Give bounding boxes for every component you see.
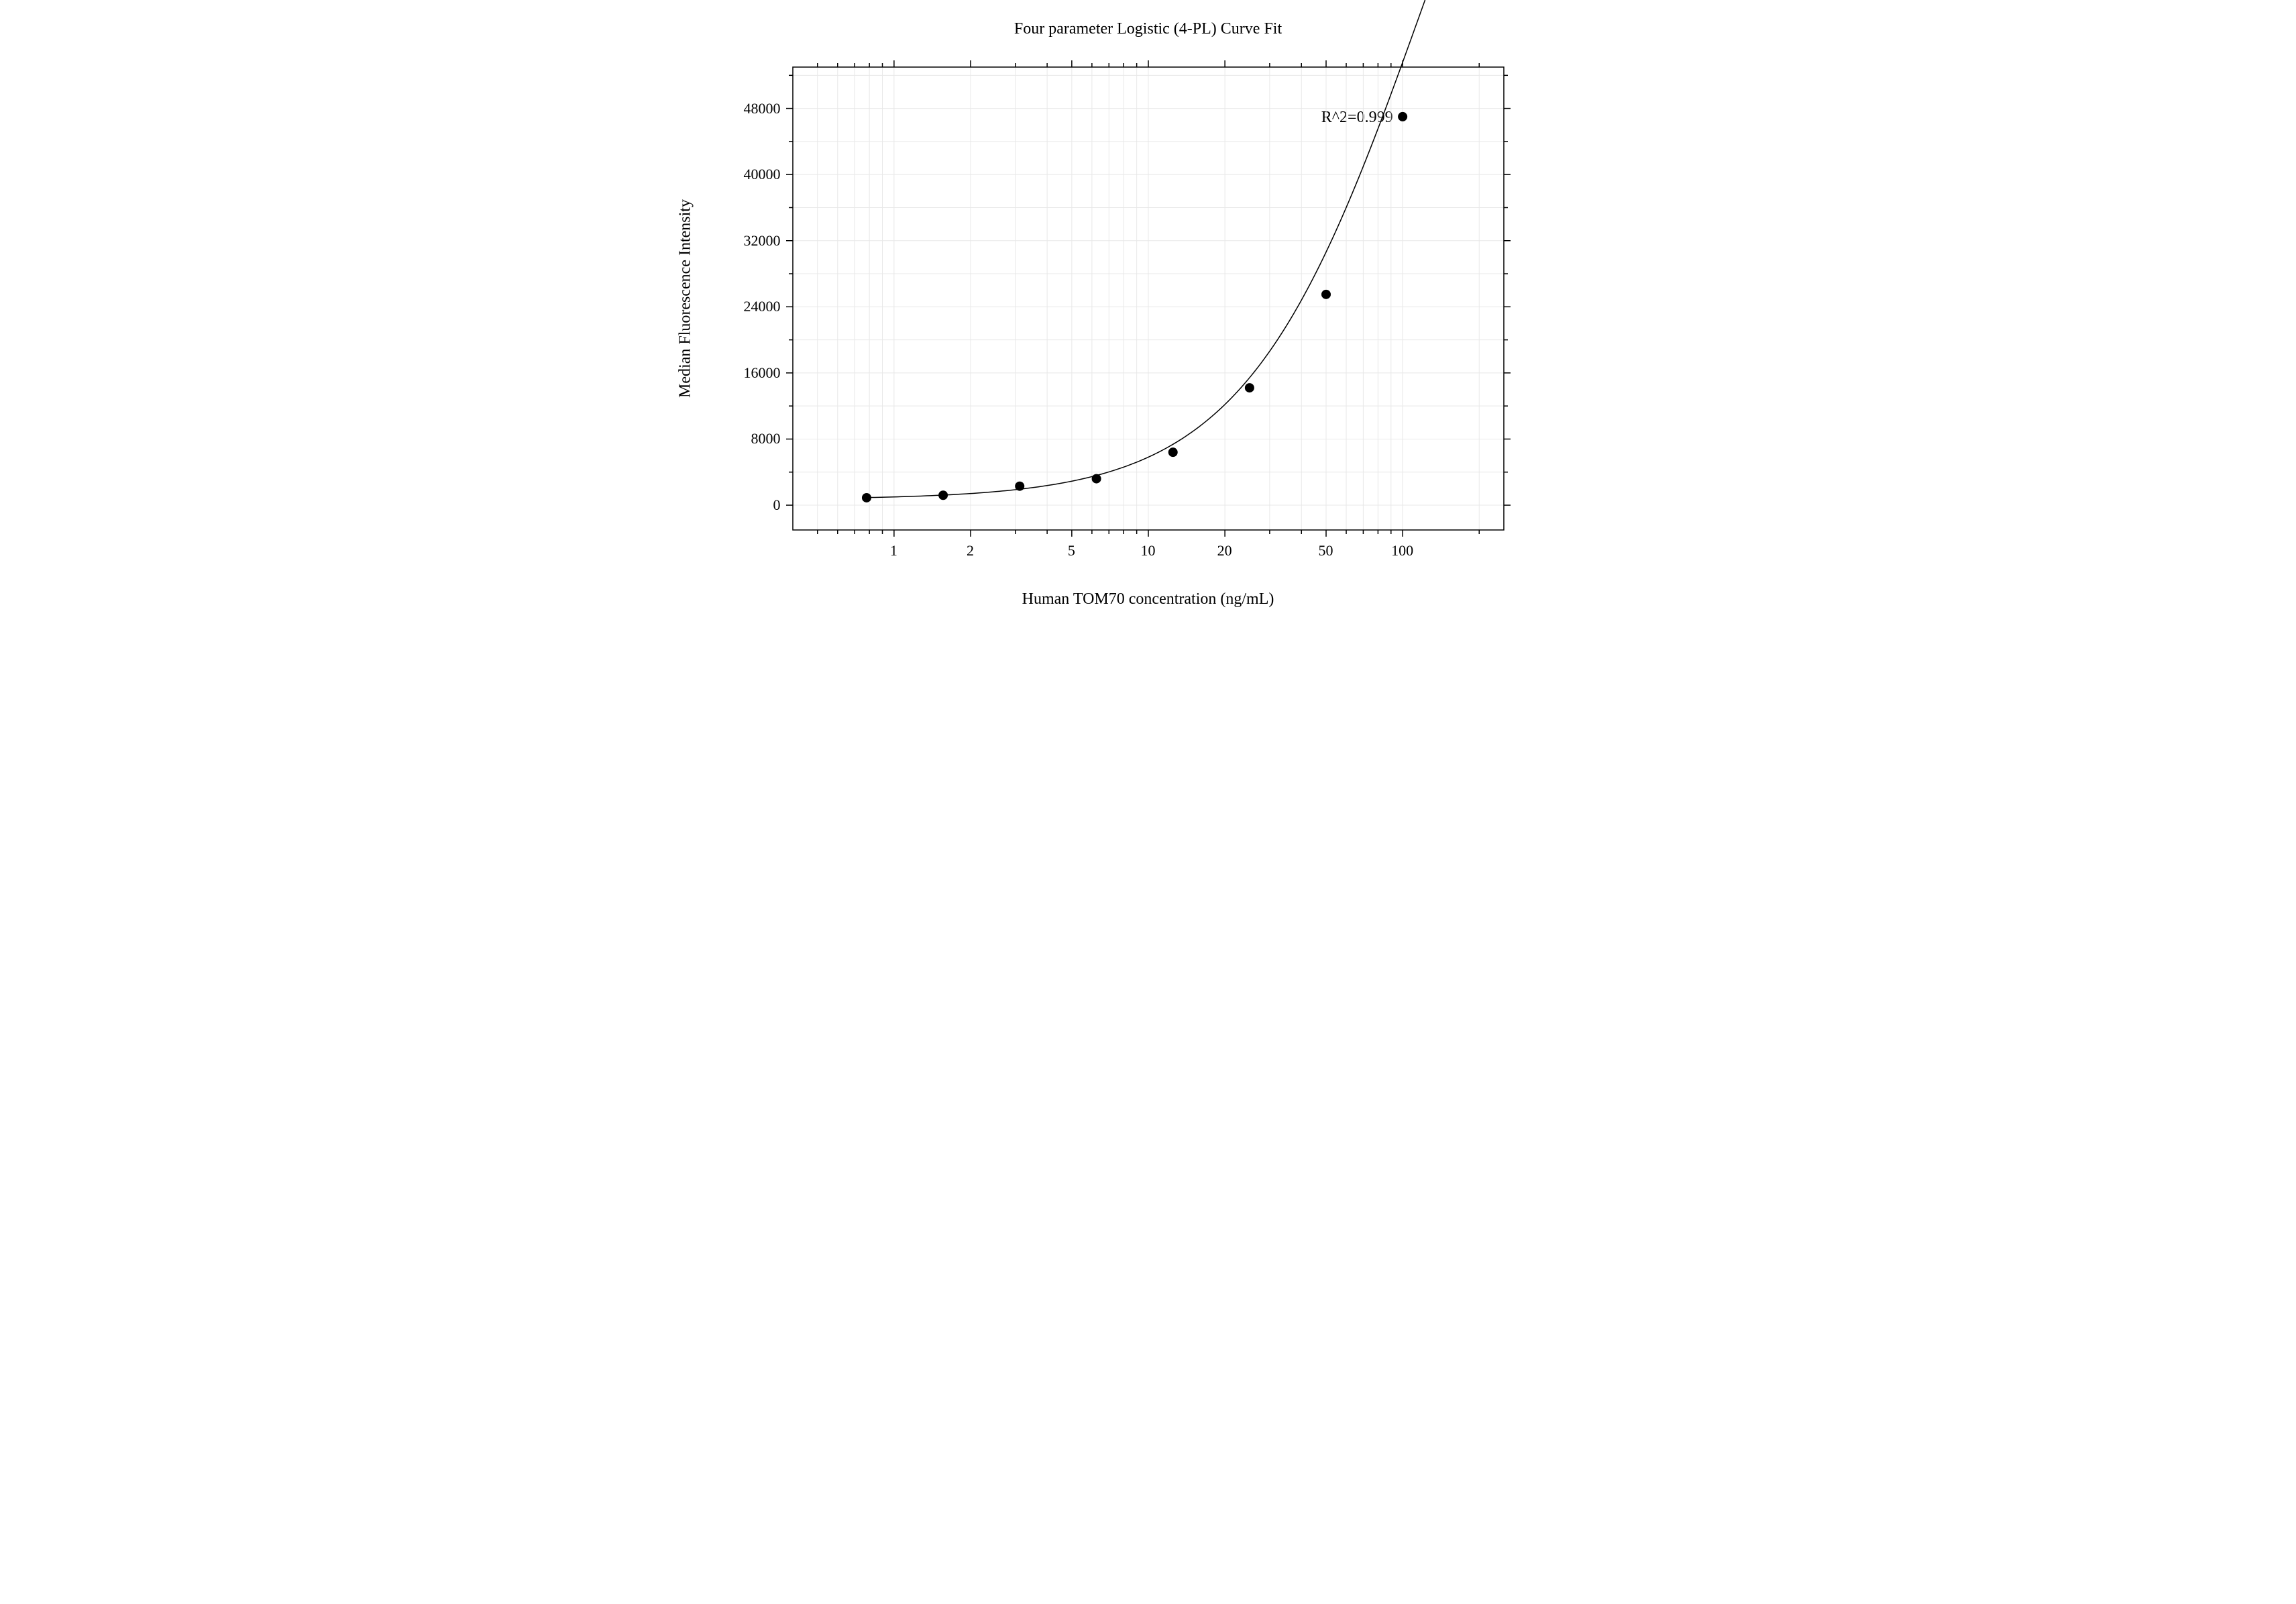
y-tick-label: 40000	[744, 166, 781, 183]
y-tick-label: 8000	[751, 430, 781, 447]
data-point	[861, 493, 871, 502]
y-tick-label: 48000	[744, 100, 781, 117]
y-tick-label: 0	[773, 496, 781, 514]
data-point	[938, 490, 948, 500]
x-tick-label: 5	[1068, 542, 1075, 559]
y-tick-label: 32000	[744, 232, 781, 250]
x-tick-label: 20	[1217, 542, 1232, 559]
data-point	[1168, 447, 1177, 457]
fit-curve	[865, 0, 1447, 498]
data-point	[1244, 383, 1254, 392]
chart-svg	[639, 0, 1658, 712]
x-tick-label: 10	[1141, 542, 1156, 559]
x-tick-label: 2	[967, 542, 974, 559]
grid	[793, 67, 1504, 530]
data-point	[1321, 290, 1331, 299]
y-tick-label: 16000	[744, 364, 781, 382]
chart-container: Four parameter Logistic (4-PL) Curve Fit…	[639, 0, 1658, 712]
x-tick-label: 1	[890, 542, 897, 559]
data-point	[1091, 474, 1101, 484]
x-tick-label: 50	[1319, 542, 1333, 559]
data-point	[1398, 112, 1407, 121]
x-tick-label: 100	[1391, 542, 1413, 559]
y-tick-label: 24000	[744, 298, 781, 315]
data-point	[1015, 482, 1024, 491]
